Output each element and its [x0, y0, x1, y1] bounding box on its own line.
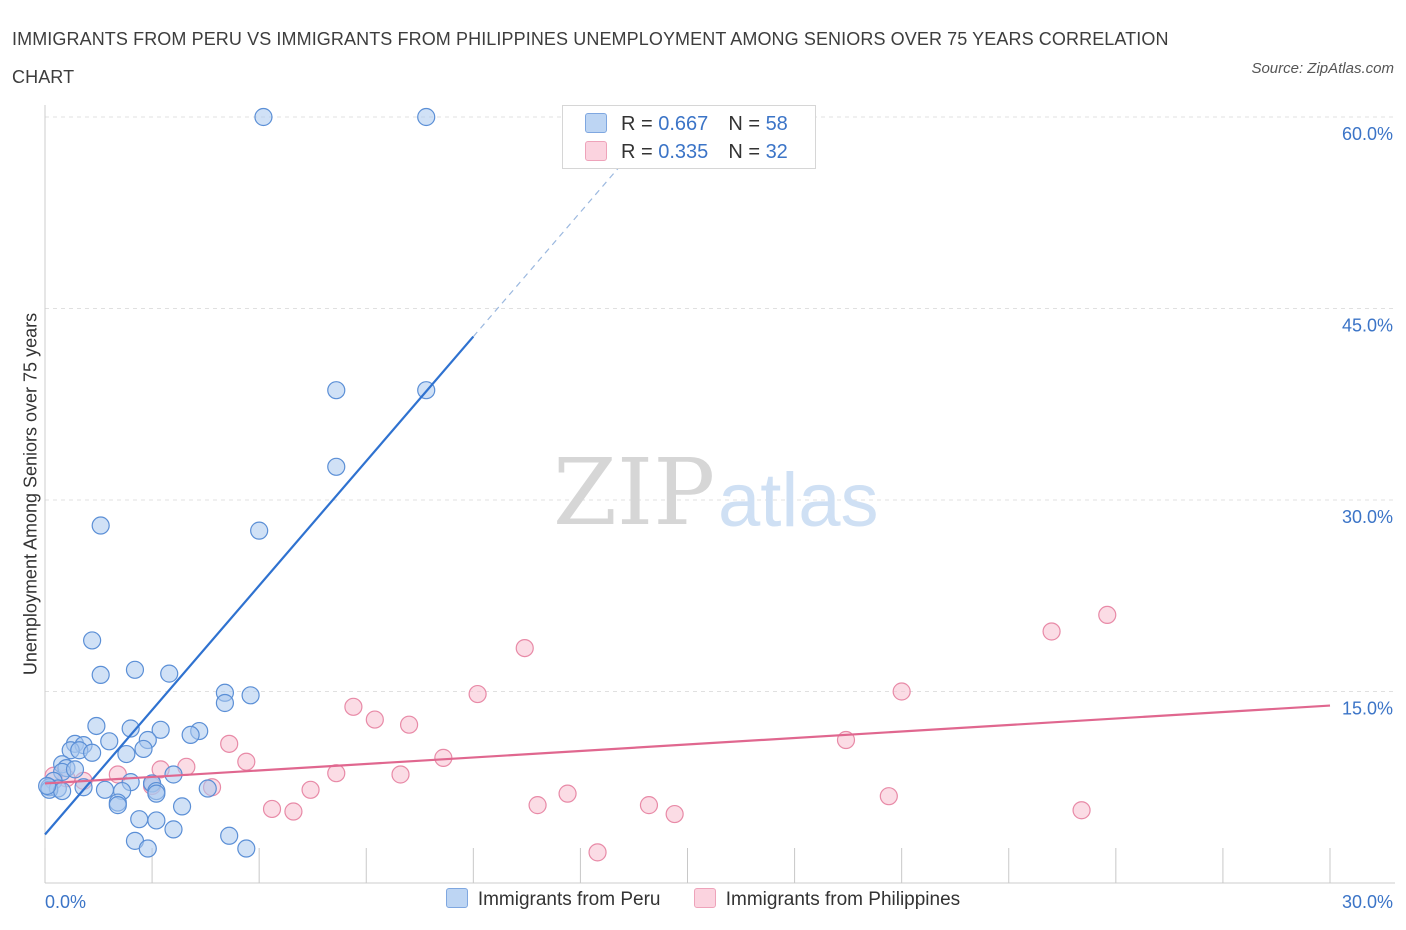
peru-point[interactable] [91, 665, 110, 685]
peru-point[interactable] [172, 797, 192, 816]
legend-row-philippines: R = 0.335 N = 32 [585, 141, 788, 165]
peru-point[interactable] [151, 720, 170, 739]
watermark: ZIP atlas [553, 439, 879, 546]
peru-point[interactable] [121, 719, 140, 738]
philippines-point[interactable] [262, 799, 282, 819]
philippines-point[interactable] [284, 802, 303, 821]
legend-row-peru: R = 0.667 N = 58 [585, 113, 788, 137]
peru-point[interactable] [130, 810, 149, 829]
philippines-trend-line [44, 704, 1331, 785]
philippines-point[interactable] [220, 734, 239, 753]
peru-n-label: N = [728, 113, 766, 135]
peru-point[interactable] [164, 820, 183, 839]
philippines-point[interactable] [892, 682, 911, 701]
tick-labels: 15.0% 30.0% 45.0% 60.0% 0.0% 30.0% [45, 124, 1393, 912]
peru-point[interactable] [100, 732, 119, 751]
philippines-point[interactable] [301, 780, 320, 799]
peru-r-value: 0.667 [658, 113, 709, 135]
philippines-point[interactable] [879, 787, 898, 806]
philippines-point[interactable] [399, 715, 419, 734]
philippines-point[interactable] [391, 765, 410, 784]
peru-point[interactable] [83, 743, 102, 762]
philippines-point[interactable] [515, 638, 534, 658]
philippines-point[interactable] [588, 843, 607, 862]
peru-point[interactable] [138, 839, 157, 858]
peru-point[interactable] [38, 776, 57, 796]
peru-point[interactable] [250, 521, 269, 540]
chart-title: IMMIGRANTS FROM PERU VS IMMIGRANTS FROM … [12, 29, 1169, 87]
peru-point[interactable] [74, 778, 93, 797]
peru-point[interactable] [181, 725, 200, 745]
philippines-legend-label: Immigrants from Philippines [725, 889, 961, 910]
peru-point[interactable] [327, 457, 346, 476]
peru-point[interactable] [241, 686, 260, 705]
peru-trend-line [44, 335, 475, 836]
peru-legend-swatch [445, 888, 468, 908]
peru-point[interactable] [125, 660, 145, 679]
peru-n-value: 58 [765, 113, 788, 135]
peru-point[interactable] [220, 826, 239, 845]
peru-point[interactable] [327, 381, 346, 400]
philippines-n-label: N = [728, 141, 766, 163]
peru-point[interactable] [91, 516, 110, 535]
philippines-r-label: R = [621, 141, 659, 163]
philippines-point[interactable] [1098, 605, 1117, 625]
philippines-point[interactable] [528, 796, 547, 815]
peru-point[interactable] [87, 716, 106, 736]
x-tick-label: 30.0% [1342, 892, 1393, 912]
philippines-point[interactable] [665, 804, 684, 824]
philippines-point[interactable] [327, 764, 346, 783]
peru-point[interactable] [83, 631, 102, 650]
y-tick-label: 45.0% [1342, 316, 1393, 336]
peru-point[interactable] [160, 664, 179, 683]
peru-point[interactable] [147, 811, 166, 830]
peru-point[interactable] [134, 739, 153, 759]
philippines-point[interactable] [558, 784, 577, 803]
source-credit: Source: ZipAtlas.com [1251, 60, 1394, 77]
peru-point[interactable] [65, 760, 85, 779]
peru-point[interactable] [215, 693, 234, 713]
watermark-zip-text: ZIP [553, 439, 715, 546]
philippines-swatch [585, 141, 607, 161]
legend-item-peru[interactable]: Immigrants from Peru [445, 888, 661, 911]
philippines-n-value: 32 [765, 141, 788, 163]
peru-legend-label: Immigrants from Peru [477, 889, 661, 910]
y-tick-label: 30.0% [1342, 507, 1393, 527]
peru-points [38, 107, 436, 858]
philippines-r-value: 0.335 [658, 141, 709, 163]
peru-point[interactable] [147, 784, 166, 803]
correlation-legend: R = 0.667 N = 58 R = 0.335 N = 32 [562, 105, 816, 169]
grid-layer [45, 116, 1395, 692]
series-legend: Immigrants from Peru Immigrants from Phi… [0, 888, 1406, 911]
peru-point[interactable] [117, 744, 136, 764]
philippines-point[interactable] [344, 697, 363, 716]
x-tick-label: 0.0% [45, 892, 86, 912]
peru-point[interactable] [95, 780, 115, 799]
peru-swatch [585, 113, 607, 133]
peru-point[interactable] [108, 796, 127, 815]
philippines-legend-swatch [693, 888, 716, 908]
watermark-atlas-text: atlas [718, 458, 879, 543]
peru-point[interactable] [254, 107, 273, 127]
peru-r-label: R = [621, 113, 659, 135]
peru-point[interactable] [237, 839, 256, 858]
philippines-point[interactable] [237, 752, 256, 771]
peru-point[interactable] [417, 107, 436, 127]
philippines-point[interactable] [639, 796, 659, 815]
axis-layer [44, 105, 1395, 884]
y-tick-label: 60.0% [1342, 124, 1393, 144]
legend-item-philippines[interactable]: Immigrants from Philippines [693, 888, 961, 911]
philippines-point[interactable] [468, 684, 487, 704]
philippines-point[interactable] [365, 710, 384, 729]
philippines-point[interactable] [1072, 801, 1091, 820]
peru-point[interactable] [198, 779, 217, 798]
philippines-point[interactable] [1042, 622, 1061, 641]
y-tick-label: 15.0% [1342, 699, 1393, 719]
